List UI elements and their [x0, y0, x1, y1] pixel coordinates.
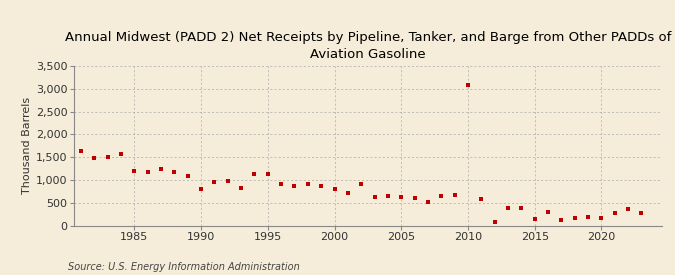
Point	[289, 184, 300, 188]
Y-axis label: Thousand Barrels: Thousand Barrels	[22, 97, 32, 194]
Point	[529, 217, 540, 221]
Point	[89, 155, 100, 160]
Point	[396, 195, 406, 199]
Point	[356, 182, 367, 186]
Point	[409, 196, 420, 200]
Point	[596, 215, 607, 220]
Point	[115, 152, 126, 156]
Point	[275, 182, 286, 187]
Point	[503, 206, 514, 210]
Point	[102, 155, 113, 159]
Text: Source: U.S. Energy Information Administration: Source: U.S. Energy Information Administ…	[68, 262, 299, 272]
Point	[369, 195, 380, 199]
Point	[556, 218, 567, 222]
Point	[236, 186, 246, 190]
Point	[543, 210, 554, 214]
Point	[249, 172, 260, 176]
Point	[636, 211, 647, 215]
Point	[222, 179, 233, 183]
Point	[423, 200, 433, 204]
Point	[129, 169, 140, 173]
Point	[436, 194, 447, 198]
Point	[610, 211, 620, 215]
Point	[569, 216, 580, 220]
Point	[383, 194, 394, 199]
Point	[182, 174, 193, 178]
Point	[450, 192, 460, 197]
Point	[142, 170, 153, 174]
Point	[476, 197, 487, 201]
Point	[209, 180, 220, 185]
Point	[263, 172, 273, 176]
Point	[462, 83, 473, 87]
Point	[156, 167, 167, 172]
Point	[516, 205, 526, 210]
Point	[302, 182, 313, 187]
Point	[583, 215, 593, 219]
Point	[316, 184, 327, 188]
Point	[342, 191, 353, 195]
Point	[76, 149, 86, 153]
Point	[196, 187, 207, 191]
Point	[169, 169, 180, 174]
Title: Annual Midwest (PADD 2) Net Receipts by Pipeline, Tanker, and Barge from Other P: Annual Midwest (PADD 2) Net Receipts by …	[65, 31, 671, 61]
Point	[329, 187, 340, 191]
Point	[489, 220, 500, 224]
Point	[623, 207, 634, 211]
